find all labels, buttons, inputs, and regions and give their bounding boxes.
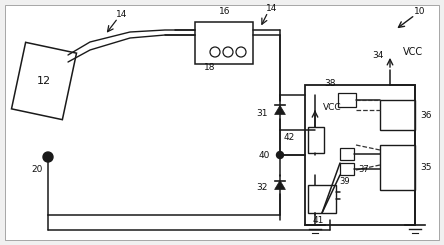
Bar bbox=[340, 148, 354, 160]
Bar bbox=[12, 42, 76, 120]
Bar bbox=[308, 127, 324, 153]
Circle shape bbox=[43, 152, 53, 162]
Text: 39: 39 bbox=[340, 177, 350, 186]
Text: 14: 14 bbox=[266, 4, 278, 13]
Text: 18: 18 bbox=[204, 63, 216, 73]
Text: 38: 38 bbox=[324, 79, 336, 88]
Text: 36: 36 bbox=[420, 110, 432, 120]
Text: 37: 37 bbox=[358, 166, 369, 174]
Text: 41: 41 bbox=[312, 216, 324, 224]
Text: 20: 20 bbox=[32, 166, 43, 174]
Text: 14: 14 bbox=[116, 11, 128, 20]
Bar bbox=[380, 145, 415, 190]
Text: 16: 16 bbox=[219, 8, 231, 16]
Bar bbox=[305, 85, 415, 225]
Polygon shape bbox=[274, 106, 285, 114]
Text: 10: 10 bbox=[414, 8, 426, 16]
Text: 12: 12 bbox=[37, 76, 51, 86]
Text: 34: 34 bbox=[373, 50, 384, 60]
Bar bbox=[338, 93, 356, 107]
Polygon shape bbox=[274, 181, 285, 189]
Text: 31: 31 bbox=[256, 109, 268, 118]
Circle shape bbox=[277, 151, 284, 159]
Text: 32: 32 bbox=[256, 184, 268, 193]
Bar bbox=[380, 100, 415, 130]
Bar bbox=[308, 185, 336, 213]
Bar bbox=[340, 163, 354, 175]
Text: 35: 35 bbox=[420, 163, 432, 172]
Bar bbox=[195, 22, 253, 64]
Text: 40: 40 bbox=[258, 150, 270, 159]
Text: VCC: VCC bbox=[323, 103, 341, 112]
Text: 42: 42 bbox=[284, 133, 295, 142]
Text: VCC: VCC bbox=[403, 47, 423, 57]
